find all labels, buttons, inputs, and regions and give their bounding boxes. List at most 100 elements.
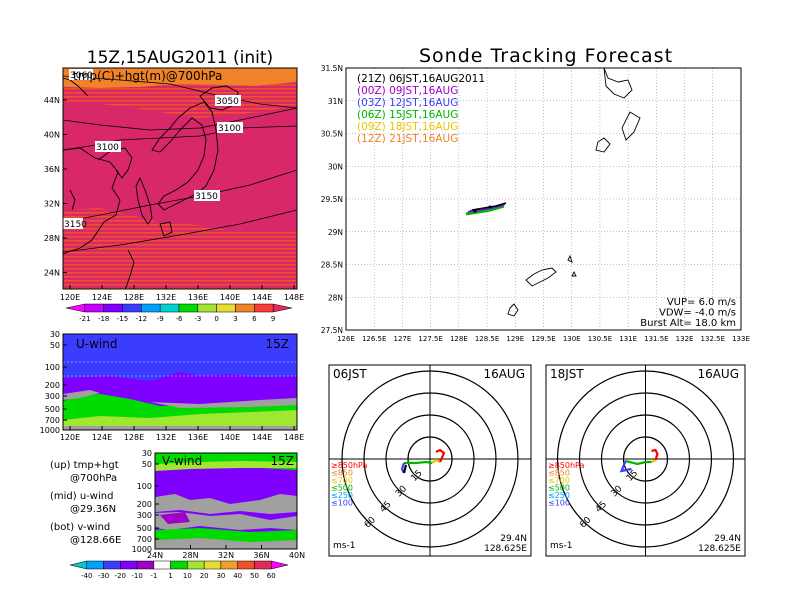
lat-tick-label: 28N (328, 293, 343, 302)
colorbar-swatch (270, 560, 289, 570)
colorbar-swatch (187, 560, 205, 570)
colorbar-label: -30 (98, 572, 109, 580)
colorbar-label: -6 (176, 315, 184, 323)
param-text: VUP= 6.0 m/s (667, 297, 736, 308)
lat-tick-label: 36N (44, 165, 60, 174)
pressure-tick-label: 50 (142, 460, 152, 469)
wind-colorbar: -40 -30 -20 -10 -1 1 10 20 30 40 50 60 (69, 560, 289, 580)
map-lon-ticks: 120E 124E 128E 132E 136E 140E 144E 148E (60, 285, 304, 302)
lon-tick-label: 140E (220, 433, 240, 442)
lat-tick-label: 40N (289, 551, 305, 560)
lon-tick-label: 124E (92, 433, 112, 442)
level-legend: ≤700 (548, 476, 570, 485)
right-title: Sonde Tracking Forecast (419, 45, 673, 67)
lon-tick-label: 136E (188, 293, 208, 302)
colorbar-label: -20 (115, 572, 126, 580)
left-title: 15Z,15AUG2011 (init) (87, 48, 273, 68)
colorbar-label: 50 (250, 572, 259, 580)
colorbar-swatch (103, 560, 121, 570)
level-legend: ≤700 (331, 476, 353, 485)
lon-tick-label: 128.5E (475, 335, 499, 343)
level-legend: ≤850 (331, 469, 353, 478)
contour-label: 3050 (216, 97, 239, 107)
pressure-tick-label: 500 (137, 524, 152, 533)
colorbar-swatch (65, 303, 86, 313)
colorbar-label: 0 (214, 315, 218, 323)
colorbar-swatch (178, 303, 199, 313)
level-legend: ≤500 (331, 484, 353, 493)
pressure-tick-label: 100 (137, 482, 152, 491)
lon-tick-label: 136E (188, 433, 208, 442)
lat-tick-label: 36N (253, 551, 269, 560)
colorbar-label: 3 (233, 315, 237, 323)
map-lat-ticks: 44N 40N 36N 32N 28N 24N (44, 96, 67, 278)
colorbar-label: -15 (117, 315, 128, 323)
lat-tick-label: 30N (328, 162, 343, 171)
note-line: (up) tmp+hgt (50, 460, 119, 471)
lat-tick-label: 30.5N (321, 130, 343, 139)
colorbar-label: -9 (157, 315, 164, 323)
lon-tick-label: 133E (732, 335, 750, 343)
contour-label: 3100 (96, 143, 119, 153)
lat-tick-label: 29N (328, 228, 343, 237)
uwind-time: 15Z (266, 337, 290, 351)
colorbar-swatch (86, 560, 104, 570)
lat-tick-label: 24N (147, 551, 163, 560)
pressure-tick-label: 1000 (40, 426, 60, 435)
uwind-label: U-wind (76, 337, 117, 351)
legend-entry: (03Z) 12JST,16AUG (357, 97, 458, 109)
level-legend: ≤100 (548, 499, 570, 508)
lon-tick-label: 128E (124, 433, 144, 442)
note-line: @29.36N (70, 504, 116, 515)
colorbar-label: -1 (150, 572, 157, 580)
lon-tick-label: 126E (337, 335, 355, 343)
colorbar-swatch (203, 560, 222, 570)
note-line: (mid) u-wind (50, 491, 113, 502)
level-legend: ≤500 (548, 484, 570, 493)
colorbar-swatch (103, 303, 123, 313)
lon-tick-label: 127E (394, 335, 412, 343)
legend-entry: (09Z) 18JST,16AUG (357, 121, 458, 133)
colorbar-swatch (136, 560, 155, 570)
hodograph-trace (435, 448, 446, 463)
hodograph-trace (431, 458, 441, 464)
lon-tick-label: 131E (619, 335, 637, 343)
lon-tick-label: 131.5E (644, 335, 668, 343)
unit-label: ms-1 (550, 541, 572, 551)
lon-tick-label: 148E (284, 433, 304, 442)
level-legend: ≥850hPa (331, 461, 368, 470)
level-legend: ≤250 (548, 491, 570, 500)
colorbar-label: -18 (98, 315, 109, 323)
hodograph-date: 16AUG (483, 367, 525, 381)
lon-tick-label: 132E (676, 335, 694, 343)
sonde-track (465, 202, 507, 216)
pressure-tick-label: 30 (50, 330, 60, 339)
colorbar-label: 60 (267, 572, 276, 580)
contour-label: 3060 (70, 71, 93, 81)
colorbar-swatch (141, 303, 161, 313)
unit-label: ms-1 (333, 541, 355, 551)
lat-tick-label: 32N (218, 551, 234, 560)
pressure-tick-label: 100 (45, 363, 60, 372)
vwind-time: 15Z (271, 454, 295, 468)
legend-entry: (12Z) 21JST,16AUG (357, 133, 458, 145)
lon-tick-label: 127.5E (418, 335, 442, 343)
lon-tick-label: 124E (92, 293, 112, 302)
pressure-tick-label: 200 (137, 500, 152, 509)
colorbar-label: -10 (131, 572, 142, 580)
pressure-tick-label: 500 (45, 405, 60, 414)
colorbar-label: 10 (183, 572, 192, 580)
contour-label: 3150 (195, 192, 218, 202)
level-legend: ≤250 (331, 491, 353, 500)
hodograph-trace (651, 459, 656, 463)
legend-entry: (06Z) 15JST,16AUG (357, 109, 458, 121)
param-text: VDW= -4.0 m/s (659, 308, 736, 319)
colorbar-label: -3 (194, 315, 201, 323)
level-legend: ≤100 (331, 499, 353, 508)
lon-tick-label: 132E (156, 433, 176, 442)
colorbar-swatch (235, 303, 255, 313)
lat-tick-label: 44N (44, 96, 60, 105)
lat-tick-label: 27.5N (321, 326, 343, 335)
